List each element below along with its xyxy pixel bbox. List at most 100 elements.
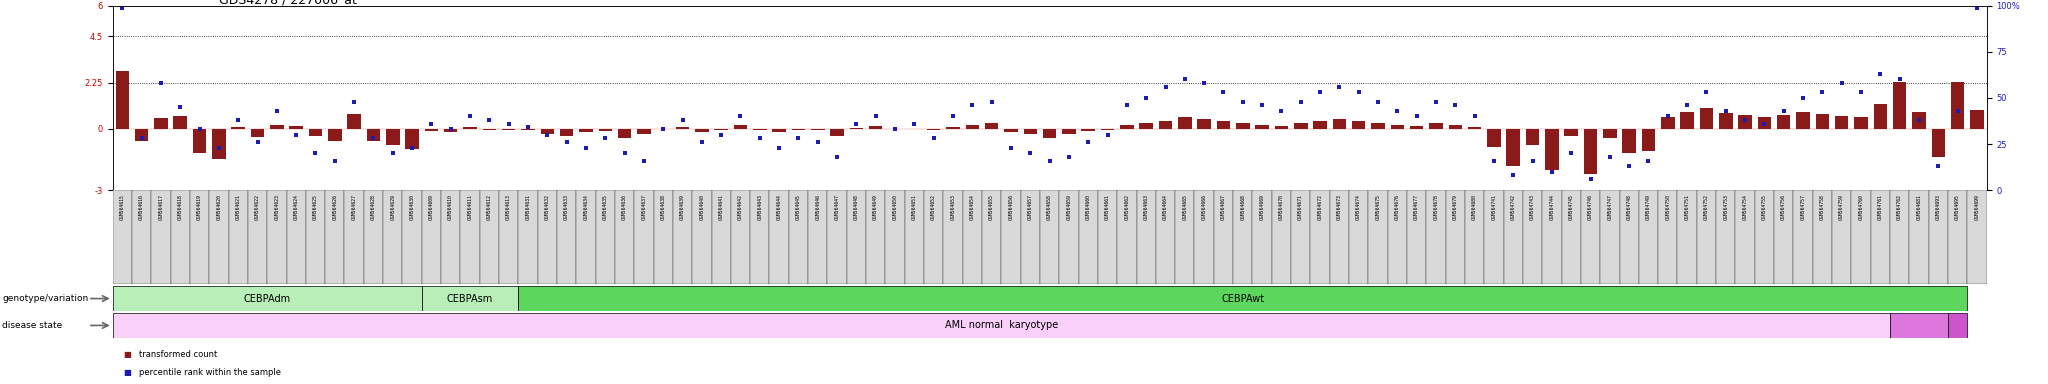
Text: GSM564677: GSM564677 bbox=[1415, 194, 1419, 220]
Bar bbox=[1659, 190, 1677, 284]
Point bbox=[1942, 108, 1974, 114]
Text: GSM564751: GSM564751 bbox=[1686, 194, 1690, 220]
Bar bbox=[1542, 190, 1561, 284]
Text: GSM564756: GSM564756 bbox=[1782, 194, 1786, 220]
Bar bbox=[190, 190, 209, 284]
Point bbox=[1169, 76, 1202, 83]
Bar bbox=[924, 190, 944, 284]
Text: genotype/variation: genotype/variation bbox=[2, 294, 88, 303]
Point bbox=[1497, 172, 1530, 179]
Bar bbox=[1755, 190, 1774, 284]
Point bbox=[221, 117, 254, 123]
Bar bbox=[868, 126, 883, 129]
Bar bbox=[305, 190, 326, 284]
Point bbox=[1362, 99, 1395, 105]
Text: GSM564670: GSM564670 bbox=[1278, 194, 1284, 220]
Point bbox=[1323, 84, 1356, 90]
Point bbox=[995, 145, 1028, 151]
Point bbox=[1536, 169, 1569, 175]
Bar bbox=[518, 286, 1968, 311]
Bar bbox=[463, 127, 477, 129]
Point bbox=[299, 150, 332, 156]
Bar bbox=[1118, 190, 1137, 284]
Bar bbox=[1139, 123, 1153, 129]
Bar bbox=[1835, 116, 1849, 129]
Point bbox=[164, 104, 197, 110]
Bar bbox=[772, 129, 786, 132]
Point bbox=[1245, 102, 1278, 108]
Bar bbox=[596, 190, 614, 284]
Text: GSM564650: GSM564650 bbox=[893, 194, 897, 220]
Text: GSM564679: GSM564679 bbox=[1452, 194, 1458, 220]
Text: GSM564760: GSM564760 bbox=[1858, 194, 1864, 220]
Bar bbox=[248, 190, 266, 284]
Point bbox=[666, 117, 698, 123]
Point bbox=[840, 121, 872, 127]
Point bbox=[1749, 121, 1782, 127]
Bar bbox=[637, 129, 651, 134]
Text: GSM564671: GSM564671 bbox=[1298, 194, 1303, 220]
Bar bbox=[985, 123, 999, 129]
Bar bbox=[344, 190, 365, 284]
Bar bbox=[1968, 190, 1987, 284]
Text: CEBPAsm: CEBPAsm bbox=[446, 293, 494, 304]
Point bbox=[1516, 157, 1548, 164]
Text: GSM564627: GSM564627 bbox=[352, 194, 356, 220]
Bar bbox=[309, 129, 322, 136]
Point bbox=[1632, 157, 1665, 164]
Bar bbox=[981, 190, 1001, 284]
Text: GSM564681: GSM564681 bbox=[1917, 194, 1921, 220]
Bar bbox=[1042, 129, 1057, 138]
Bar bbox=[1313, 121, 1327, 129]
Bar bbox=[885, 190, 905, 284]
Bar bbox=[1892, 81, 1907, 129]
Text: GSM564750: GSM564750 bbox=[1665, 194, 1671, 220]
Text: GSM564623: GSM564623 bbox=[274, 194, 279, 220]
Text: GSM564628: GSM564628 bbox=[371, 194, 377, 220]
Bar bbox=[692, 190, 711, 284]
Point bbox=[1071, 139, 1104, 145]
Bar bbox=[1544, 129, 1559, 170]
Point bbox=[1651, 113, 1683, 119]
Bar bbox=[1272, 190, 1290, 284]
Point bbox=[743, 136, 776, 142]
Bar bbox=[711, 190, 731, 284]
Point bbox=[705, 132, 737, 138]
Point bbox=[569, 145, 602, 151]
Text: GSM564647: GSM564647 bbox=[836, 194, 840, 220]
Bar bbox=[422, 286, 518, 311]
Text: GSM564761: GSM564761 bbox=[1878, 194, 1882, 220]
Point bbox=[492, 121, 524, 127]
Text: GSM564755: GSM564755 bbox=[1761, 194, 1767, 220]
Text: GSM564616: GSM564616 bbox=[139, 194, 143, 220]
Point bbox=[1767, 108, 1800, 114]
Point bbox=[627, 157, 659, 164]
Bar bbox=[1561, 190, 1581, 284]
Bar bbox=[424, 129, 438, 131]
Point bbox=[879, 126, 911, 132]
Point bbox=[1612, 163, 1645, 169]
Text: GSM564660: GSM564660 bbox=[1085, 194, 1092, 220]
Bar bbox=[1735, 190, 1755, 284]
Bar bbox=[1604, 129, 1616, 138]
Bar bbox=[1812, 190, 1833, 284]
Text: GSM564745: GSM564745 bbox=[1569, 194, 1573, 220]
Text: GSM564752: GSM564752 bbox=[1704, 194, 1708, 220]
Bar bbox=[963, 190, 981, 284]
Bar bbox=[422, 190, 440, 284]
Text: disease state: disease state bbox=[2, 321, 61, 330]
Bar bbox=[1581, 190, 1599, 284]
Text: GSM564615: GSM564615 bbox=[119, 194, 125, 220]
Point bbox=[1671, 102, 1704, 108]
Bar bbox=[809, 190, 827, 284]
Bar bbox=[1485, 190, 1503, 284]
Bar bbox=[348, 114, 360, 129]
Bar bbox=[618, 129, 631, 138]
Text: GSM564669: GSM564669 bbox=[1260, 194, 1264, 220]
Text: GSM564657: GSM564657 bbox=[1028, 194, 1032, 220]
Point bbox=[145, 80, 178, 86]
Text: GSM564665: GSM564665 bbox=[1182, 194, 1188, 220]
Text: GSM564742: GSM564742 bbox=[1511, 194, 1516, 220]
Bar bbox=[326, 190, 344, 284]
Bar bbox=[1622, 129, 1636, 153]
